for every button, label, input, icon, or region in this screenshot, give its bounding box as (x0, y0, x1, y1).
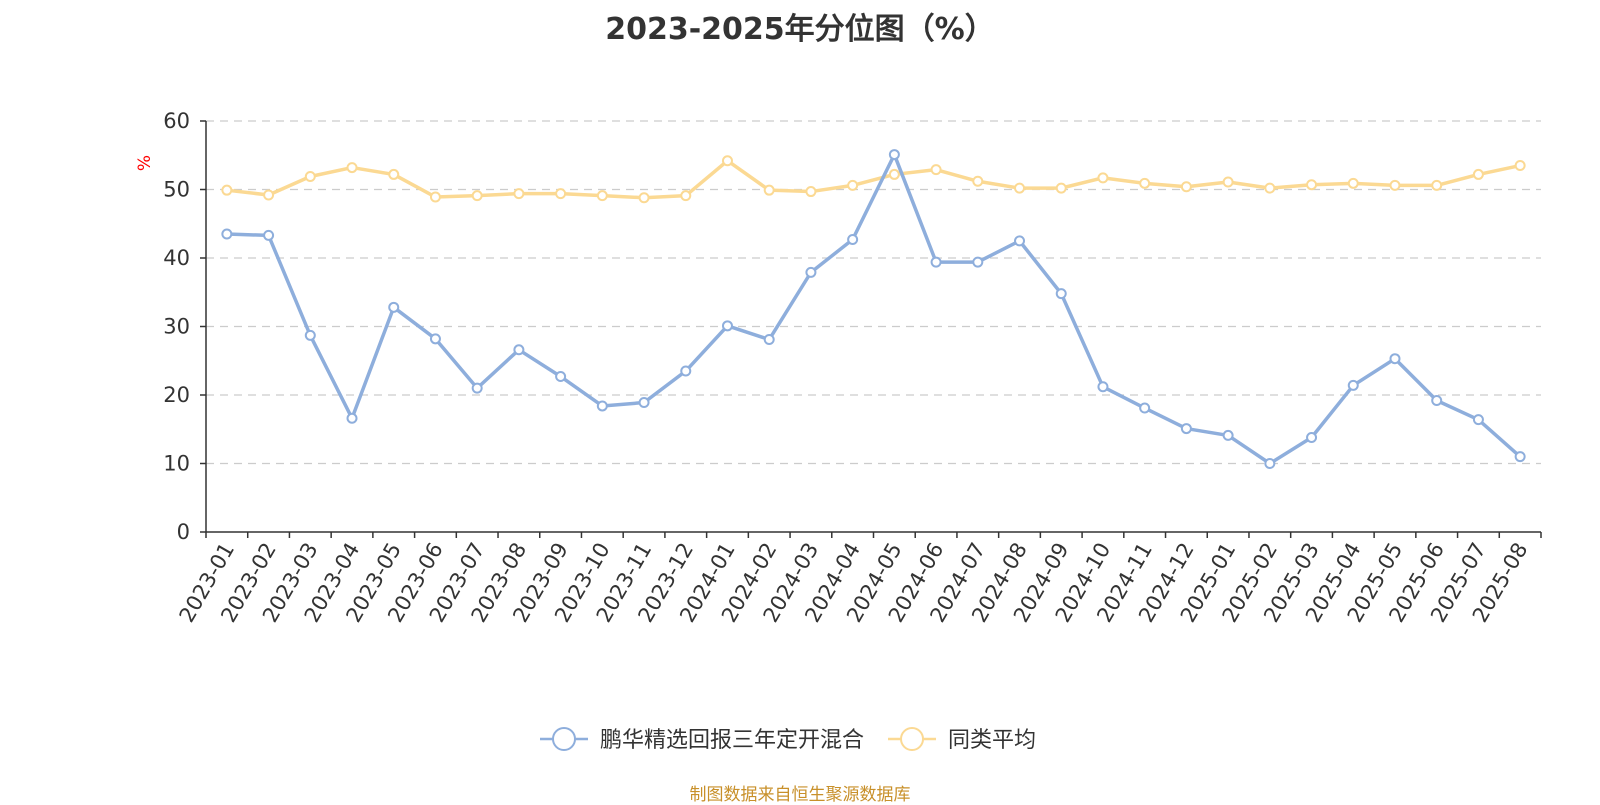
data-point (1472, 414, 1484, 426)
data-point (1264, 182, 1276, 194)
data-point (1389, 353, 1401, 365)
grid-lines (206, 120, 1541, 465)
y-tick-label: 50 (163, 178, 190, 202)
data-point (1306, 431, 1318, 443)
data-point (1264, 458, 1276, 469)
data-point (429, 333, 441, 345)
legend-marker-1 (900, 727, 925, 751)
data-point (638, 192, 650, 204)
y-tick-label: 40 (163, 246, 190, 270)
data-point (847, 234, 859, 246)
data-point (1347, 177, 1359, 189)
data-point (1014, 235, 1026, 247)
legend-label-1: 同类平均 (948, 728, 1036, 753)
data-point (972, 175, 984, 187)
data-point (221, 184, 233, 196)
data-point (513, 344, 525, 356)
data-point (1055, 288, 1067, 300)
y-tick-label: 0 (177, 520, 190, 544)
data-point (1180, 423, 1192, 435)
legend-label-0: 鹏华精选回报三年定开混合 (600, 728, 864, 753)
data-point (555, 371, 567, 383)
data-point (221, 228, 233, 240)
data-point (888, 168, 900, 180)
data-point (1097, 172, 1109, 184)
data-point (930, 164, 942, 176)
series-line-0 (225, 152, 1522, 466)
data-point (847, 179, 859, 191)
data-point (1472, 168, 1484, 180)
series-layer (221, 149, 1526, 469)
series-line-1 (225, 158, 1522, 200)
data-point (1222, 429, 1234, 441)
data-point (1139, 402, 1151, 414)
data-point (513, 188, 525, 200)
y-tick-label: 60 (163, 109, 190, 133)
data-point (1222, 176, 1234, 188)
y-tick-label: 20 (163, 383, 190, 407)
data-point (304, 329, 316, 341)
data-point (1097, 381, 1109, 393)
y-axis-label: % (135, 155, 155, 171)
data-point (263, 229, 275, 241)
data-point (763, 334, 775, 346)
data-point (263, 189, 275, 201)
data-point (346, 412, 358, 424)
data-point (555, 188, 567, 200)
data-point (1306, 179, 1318, 191)
data-point (388, 301, 400, 313)
data-point (638, 397, 650, 409)
data-point (429, 191, 441, 203)
chart-title: 2023-2025年分位图（%） (605, 12, 995, 47)
data-point (721, 155, 733, 167)
data-point (388, 168, 400, 180)
data-point (805, 186, 817, 198)
data-point (596, 400, 608, 412)
data-point (972, 256, 984, 268)
legend-marker-0 (552, 727, 576, 751)
data-point (596, 190, 608, 202)
data-point (1514, 160, 1526, 172)
data-point (346, 162, 358, 174)
data-point (471, 382, 483, 394)
data-point (680, 190, 692, 202)
source-note: 制图数据来自恒生聚源数据库 (689, 785, 911, 805)
y-tick-label: 30 (163, 315, 190, 339)
data-point (888, 149, 900, 161)
data-point (304, 170, 316, 182)
data-point (680, 365, 692, 377)
data-point (930, 256, 942, 268)
data-point (471, 190, 483, 202)
data-point (1431, 394, 1443, 406)
data-point (763, 184, 775, 196)
data-point (805, 266, 817, 278)
data-point (1389, 179, 1401, 191)
legend: 鹏华精选回报三年定开混合 同类平均 (540, 727, 1036, 753)
y-tick-label: 10 (163, 452, 190, 476)
data-point (1347, 379, 1359, 391)
data-point (721, 320, 733, 332)
data-point (1139, 177, 1151, 189)
data-point (1055, 182, 1067, 194)
data-point (1431, 179, 1443, 191)
data-point (1014, 182, 1026, 194)
data-point (1180, 181, 1192, 193)
data-point (1514, 451, 1526, 463)
